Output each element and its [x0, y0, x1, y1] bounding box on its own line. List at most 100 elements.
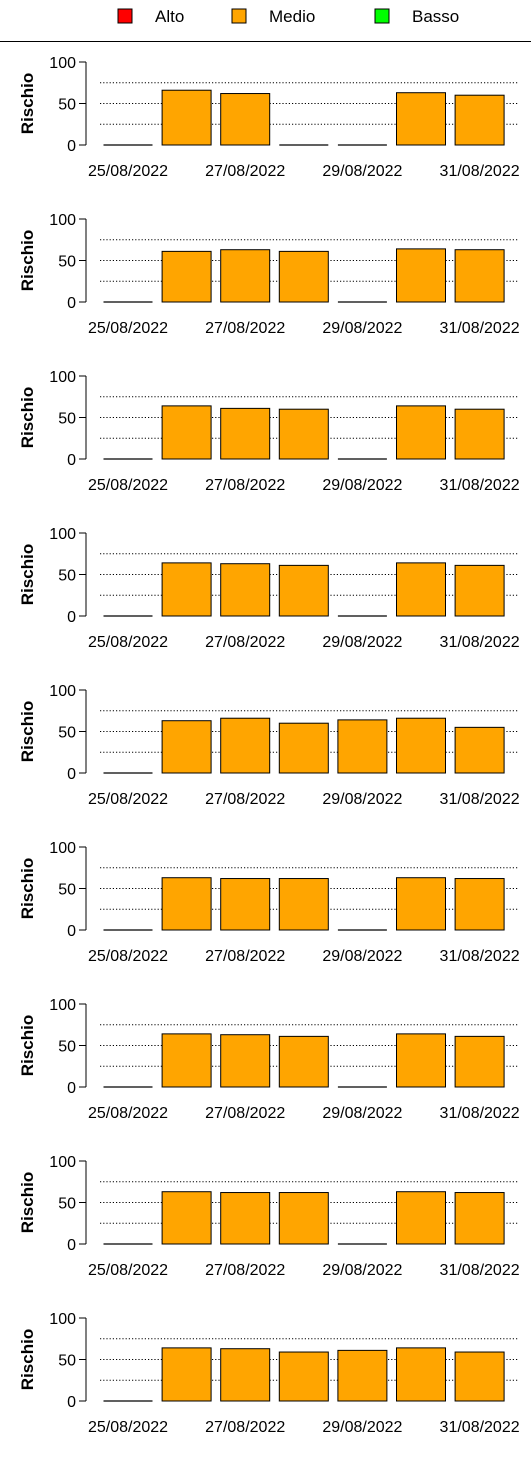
- chart-panel: 0 50 100 Rischio 25/08/2022 27/08/2022 29/08/2…: [0, 514, 531, 669]
- y-tick-label: 100: [49, 1154, 76, 1171]
- y-tick-label: 50: [58, 725, 76, 742]
- bar: [454, 1035, 505, 1088]
- bar: [396, 877, 446, 931]
- y-axis-title: Rischio: [18, 73, 37, 134]
- x-tick-label: 29/08/2022: [322, 320, 402, 337]
- y-tick-label: 100: [49, 1311, 76, 1328]
- bar: [161, 720, 212, 774]
- chart-svg: 0 50 100 Rischio 25/08/2022 27/08/2022 29/08/2…: [18, 55, 520, 180]
- x-tick-label: 25/08/2022: [88, 320, 168, 337]
- y-tick-label: 0: [67, 452, 76, 469]
- bar: [220, 407, 271, 460]
- bar: [396, 717, 446, 774]
- bar: [278, 564, 329, 617]
- bar: [161, 1347, 212, 1402]
- bar: [161, 562, 212, 617]
- legend-item-basso: Basso: [374, 7, 459, 26]
- x-tick-label: 29/08/2022: [322, 634, 402, 651]
- y-tick-label: 100: [49, 526, 76, 543]
- x-tick-label: 29/08/2022: [322, 791, 402, 808]
- y-axis-title: Rischio: [18, 230, 37, 291]
- y-tick-label: 50: [58, 411, 76, 428]
- bar: [161, 1033, 212, 1088]
- bar: [278, 1192, 329, 1245]
- y-tick-label: 50: [58, 97, 76, 114]
- x-tick-label: 25/08/2022: [88, 477, 168, 494]
- bar: [454, 878, 505, 931]
- bar: [396, 248, 446, 303]
- legend-divider: [0, 41, 531, 42]
- bar: [220, 1192, 271, 1245]
- x-tick-label: 31/08/2022: [440, 1419, 520, 1436]
- chart-svg: 0 50 100 Rischio 25/08/2022 27/08/2022 29/08/2…: [18, 1154, 520, 1279]
- bar: [278, 408, 329, 460]
- legend-item-alto: Alto: [117, 7, 184, 26]
- chart-panel: 0 50 100 Rischio 25/08/2022 27/08/2022 29/08/2…: [0, 200, 531, 355]
- bar: [396, 92, 446, 146]
- bar: [161, 89, 212, 146]
- bar: [161, 405, 212, 460]
- chart-svg: 0 50 100 Rischio 25/08/2022 27/08/2022 29/08/2…: [18, 683, 520, 808]
- legend-label: Alto: [155, 7, 184, 26]
- y-tick-label: 50: [58, 1039, 76, 1056]
- x-tick-label: 31/08/2022: [440, 1262, 520, 1279]
- legend-label: Basso: [412, 7, 459, 26]
- legend-swatch: [374, 8, 390, 24]
- bar: [278, 878, 329, 931]
- y-axis-title: Rischio: [18, 544, 37, 605]
- bar: [337, 1349, 388, 1402]
- chart-panel: 0 50 100 Rischio 25/08/2022 27/08/2022 29/08/2…: [0, 985, 531, 1140]
- chart-panel: 0 50 100 Rischio 25/08/2022 27/08/2022 29/08/2…: [0, 1299, 531, 1454]
- bar: [454, 564, 505, 617]
- y-tick-label: 0: [67, 295, 76, 312]
- x-tick-label: 25/08/2022: [88, 163, 168, 180]
- y-axis-title: Rischio: [18, 858, 37, 919]
- x-tick-label: 31/08/2022: [440, 1105, 520, 1122]
- chart-svg: 0 50 100 Rischio 25/08/2022 27/08/2022 29/08/2…: [18, 840, 520, 965]
- y-tick-label: 100: [49, 683, 76, 700]
- y-tick-label: 50: [58, 1196, 76, 1213]
- legend-swatch: [231, 8, 247, 24]
- x-tick-label: 29/08/2022: [322, 948, 402, 965]
- x-tick-label: 27/08/2022: [205, 320, 285, 337]
- y-tick-label: 50: [58, 568, 76, 585]
- y-tick-label: 50: [58, 254, 76, 271]
- x-tick-label: 31/08/2022: [440, 163, 520, 180]
- bar: [220, 563, 271, 617]
- x-tick-label: 31/08/2022: [440, 634, 520, 651]
- bar: [396, 405, 446, 460]
- y-tick-label: 50: [58, 882, 76, 899]
- x-tick-label: 25/08/2022: [88, 1262, 168, 1279]
- y-tick-label: 100: [49, 212, 76, 229]
- chart-svg: 0 50 100 Rischio 25/08/2022 27/08/2022 29/08/2…: [18, 212, 520, 337]
- y-axis-title: Rischio: [18, 701, 37, 762]
- x-tick-label: 31/08/2022: [440, 477, 520, 494]
- x-tick-label: 25/08/2022: [88, 1419, 168, 1436]
- bar: [454, 249, 505, 303]
- chart-panel: 0 50 100 Rischio 25/08/2022 27/08/2022 29/08/2…: [0, 1142, 531, 1297]
- chart-legend: Alto Medio Basso: [117, 7, 459, 26]
- bar: [396, 562, 446, 617]
- bar: [337, 719, 388, 774]
- y-tick-label: 50: [58, 1353, 76, 1370]
- x-tick-label: 27/08/2022: [205, 1419, 285, 1436]
- y-axis-title: Rischio: [18, 1015, 37, 1076]
- x-tick-label: 31/08/2022: [440, 948, 520, 965]
- legend-label: Medio: [269, 7, 315, 26]
- legend-item-medio: Medio: [231, 7, 315, 26]
- bar: [454, 726, 505, 774]
- x-tick-label: 27/08/2022: [205, 791, 285, 808]
- x-tick-label: 29/08/2022: [322, 163, 402, 180]
- bar: [278, 250, 329, 303]
- bar: [220, 1034, 271, 1088]
- bar: [161, 877, 212, 931]
- bar: [396, 1033, 446, 1088]
- y-tick-label: 0: [67, 138, 76, 155]
- x-tick-label: 25/08/2022: [88, 948, 168, 965]
- bar: [454, 1192, 505, 1245]
- x-tick-label: 27/08/2022: [205, 477, 285, 494]
- y-tick-label: 0: [67, 766, 76, 783]
- bar: [220, 878, 271, 931]
- bar: [161, 1191, 212, 1245]
- bar: [220, 1348, 271, 1402]
